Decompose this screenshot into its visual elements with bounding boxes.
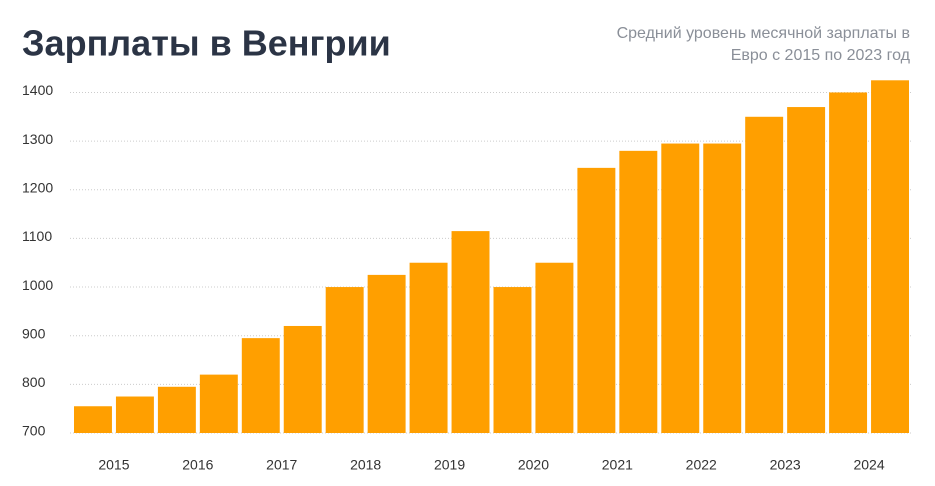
y-tick-label: 1200 (22, 179, 53, 195)
chart-subtitle: Средний уровень месячной зарплаты в (617, 25, 910, 42)
x-tick-label: 2015 (98, 457, 129, 473)
y-tick-label: 1400 (22, 82, 53, 98)
bar (745, 116, 784, 433)
y-tick-label: 700 (22, 423, 46, 439)
x-tick-label: 2020 (518, 457, 549, 473)
bar (115, 396, 154, 433)
bar (661, 143, 700, 434)
bar (409, 262, 448, 433)
y-tick-label: 1100 (22, 228, 52, 244)
x-tick-label: 2019 (434, 457, 465, 473)
bar (829, 92, 868, 433)
bar (451, 231, 490, 433)
bar (493, 287, 532, 433)
bar (535, 262, 574, 433)
bar (157, 386, 196, 433)
bar (241, 338, 280, 433)
y-tick-label: 800 (22, 374, 46, 390)
x-tick-label: 2016 (182, 457, 213, 473)
bar (619, 150, 658, 434)
y-tick-label: 1000 (22, 277, 53, 293)
bar (787, 107, 826, 434)
bar (325, 287, 364, 433)
x-tick-label: 2023 (770, 457, 801, 473)
x-tick-label: 2024 (853, 457, 884, 473)
bar (367, 274, 406, 433)
bar (74, 406, 112, 433)
chart-title: Зарплаты в Венгрии (22, 23, 391, 64)
bar (199, 374, 238, 433)
x-tick-label: 2018 (350, 457, 381, 473)
y-tick-label: 900 (22, 325, 46, 341)
x-tick-label: 2017 (266, 457, 297, 473)
bar (703, 143, 742, 434)
bar (283, 325, 322, 433)
y-tick-label: 1300 (22, 131, 53, 147)
bar (871, 80, 909, 433)
x-tick-label: 2022 (686, 457, 717, 473)
chart-subtitle: Евро с 2015 по 2023 год (731, 47, 911, 64)
bar (577, 167, 616, 433)
x-tick-label: 2021 (602, 457, 633, 473)
